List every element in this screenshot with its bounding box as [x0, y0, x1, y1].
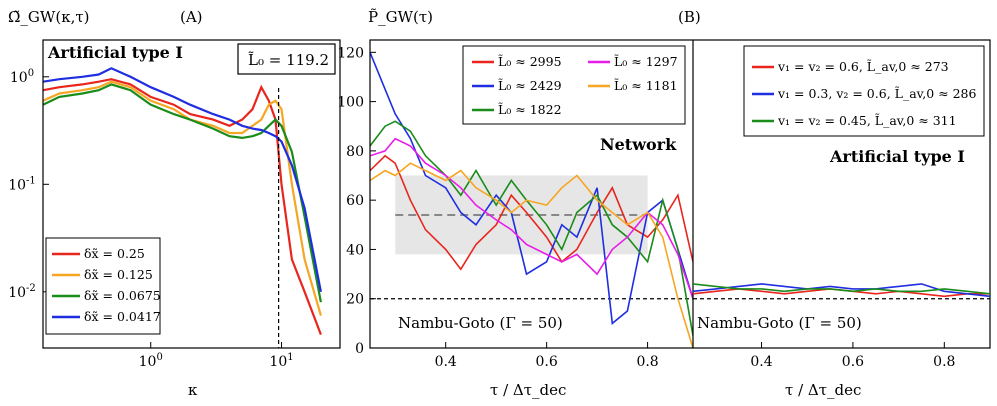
panel-a: Ω̃_GW(κ,τ) (A) 100 101 10-2 10-1 100 Artific…	[8, 8, 341, 399]
panel-a-ylabel: Ω̃_GW(κ,τ)	[8, 8, 89, 26]
panel-c-annotation: Artificial type I	[829, 147, 965, 166]
panel-b-ytick-label-2: 40	[346, 242, 364, 258]
panel-b-ytick-label-5: 100	[337, 95, 364, 111]
panel-b-series-line-4	[370, 162, 693, 348]
panel-b-legend-label-0: L̃₀ ≈ 2995	[498, 54, 562, 69]
panel-b-series-line-0	[370, 154, 693, 271]
panel-c-xtick-label-1: 0.6	[842, 354, 864, 370]
panel-b-ytick-label-0: 0	[355, 341, 364, 357]
panel-a-xtick-label-1: 101	[269, 352, 293, 370]
panel-a-title-box	[237, 43, 336, 75]
panel-c-xtick-label-2: 0.8	[933, 354, 955, 370]
panel-b-xtick-label-0: 0.4	[435, 354, 457, 370]
panel-c-legend-box	[743, 45, 985, 137]
panel-a-ytick-label-1: 10-1	[8, 175, 36, 193]
panel-a-series-line-2	[43, 83, 322, 303]
panel-b-ytick-label-3: 60	[346, 193, 364, 209]
panel-b-ytick-label-6: 120	[337, 45, 364, 61]
panel-b-legend-label-4: L̃₀ ≈ 1181	[614, 78, 678, 93]
panel-a-ytick-label-0: 10-2	[8, 283, 36, 301]
panel-b-legend-label-3: L̃₀ ≈ 1297	[614, 54, 678, 69]
panel-a-series-line-3	[43, 67, 322, 293]
panel-c-ticks: 0.4 0.6 0.8	[750, 342, 955, 370]
panel-a-series	[43, 67, 322, 335]
panel-b-xtick-label-2: 0.8	[636, 354, 658, 370]
panel-c-legend: v₁ = v₂ = 0.6, L̃_av,0 ≈ 273 v₁ = 0.3, v₂…	[743, 45, 985, 137]
panel-c-series	[693, 283, 990, 298]
panel-b-xlabel: τ / Δτ_dec	[490, 381, 566, 399]
panel-c-hline-label: Nambu-Goto (Γ = 50)	[697, 314, 862, 332]
panel-a-legend-label-3: δx̃ = 0.0417	[84, 309, 161, 324]
panel-c-xlabel: τ / Δτ_dec	[785, 381, 861, 399]
panel-a-legend-label-1: δx̃ = 0.125	[84, 267, 153, 282]
panel-c-legend-label-2: v₁ = v₂ = 0.45, L̃_av,0 ≈ 311	[777, 113, 957, 128]
panel-b-ylabel: P̃_GW(τ)	[368, 8, 433, 26]
panel-a-frame	[42, 39, 341, 349]
panel-a-label: (A)	[180, 8, 203, 26]
panel-b-series-line-3	[370, 137, 693, 299]
panel-c-legend-label-0: v₁ = v₂ = 0.6, L̃_av,0 ≈ 273	[777, 59, 949, 74]
panel-b-hline-label: Nambu-Goto (Γ = 50)	[398, 314, 563, 332]
panel-a-legend-label-0: δx̃ = 0.25	[84, 246, 145, 261]
panel-c-legend-label-1: v₁ = 0.3, v₂ = 0.6, L̃_av,0 ≈ 286	[777, 86, 976, 101]
panel-c-xtick-label-0: 0.4	[750, 354, 772, 370]
panel-a-title-text: L̃₀ = 119.2	[248, 51, 329, 69]
panel-b-annotation: Network	[600, 135, 677, 154]
panel-b-xtick-label-1: 0.6	[536, 354, 558, 370]
panel-a-legend: δx̃ = 0.25 δx̃ = 0.125 δx̃ = 0.0675 δx̃ = 0…	[45, 237, 161, 335]
panel-a-xlabel: κ	[188, 381, 198, 399]
panel-b-ytick-label-4: 80	[346, 144, 364, 160]
panel-c-series-line-2	[693, 283, 990, 295]
panel-b-ytick-label-1: 20	[346, 292, 364, 308]
panel-a-ytick-label-2: 100	[10, 68, 34, 86]
panel-a-annotation: Artificial type I	[47, 43, 183, 62]
panel-a-series-line-0	[43, 78, 322, 335]
panel-b: P̃_GW(τ) (B) 0.4 0.6 0.8 0 20 40 60 80 100 120 L̃…	[337, 8, 991, 399]
panel-b-label: (B)	[678, 8, 701, 26]
panel-a-xtick-label-0: 100	[139, 352, 163, 370]
panel-b-legend: L̃₀ ≈ 2995 L̃₀ ≈ 2429 L̃₀ ≈ 1822 L̃₀ ≈ 1297…	[462, 45, 686, 125]
panel-b-series	[370, 51, 693, 348]
panel-b-frame	[369, 39, 991, 349]
panel-a-legend-label-2: δx̃ = 0.0675	[84, 288, 161, 303]
panel-b-legend-box	[462, 45, 686, 125]
panel-a-series-line-1	[43, 80, 322, 316]
panel-c: 0.4 0.6 0.8 v₁ = v₂ = 0.6, L̃_av,0 ≈ 273v₁…	[693, 45, 990, 399]
panel-b-legend-label-1: L̃₀ ≈ 2429	[498, 78, 562, 93]
panel-b-legend-label-2: L̃₀ ≈ 1822	[498, 102, 562, 117]
panel-b-ticks: 0.4 0.6 0.8 0 20 40 60 80 100 120	[337, 45, 658, 370]
